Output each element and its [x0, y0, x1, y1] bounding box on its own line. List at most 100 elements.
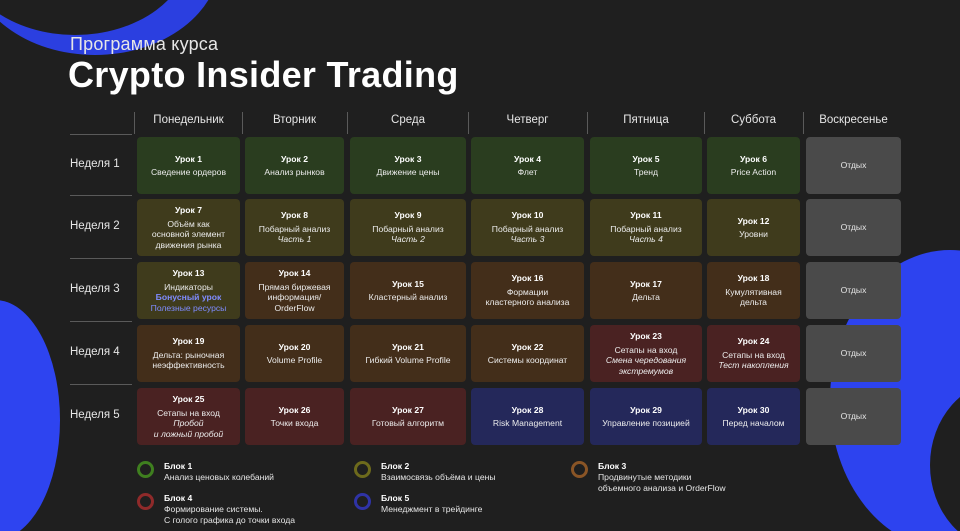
day-header: Пятница [623, 114, 669, 126]
lesson-cell: Урок 6 Price Action [707, 137, 800, 194]
column-divider [134, 112, 135, 134]
lesson-cell: Урок 4 Флет [471, 137, 584, 194]
lesson-topic: Сетапы на вход [722, 349, 785, 360]
legend-ring-icon [137, 493, 154, 510]
legend-item: Блок 3 Продвинутые методики объемного ана… [571, 461, 726, 494]
row-divider [70, 258, 132, 259]
lesson-topic: Кумулятивная дельта [725, 286, 782, 308]
lesson-cell: Урок 18 Кумулятивная дельта [707, 262, 800, 319]
page-subtitle: Программа курса [70, 34, 219, 54]
lesson-topic: Побарный анализ [491, 223, 564, 234]
lesson-topic: Анализ рынков [264, 167, 325, 177]
lesson-cell: Урок 27 Готовый алгоритм [350, 388, 466, 445]
lesson-topic: Отдых [840, 160, 867, 171]
legend-block-desc: Продвинутые методики объемного анализа и… [598, 472, 726, 493]
lesson-cell: Урок 16 Формации кластерного анализа [471, 262, 584, 319]
row-divider [70, 384, 132, 385]
lesson-topic: Отдых [840, 222, 867, 233]
column-divider [704, 112, 705, 134]
lesson-title: Урок 12 [737, 215, 770, 226]
lesson-cell: Урок 28 Risk Management [471, 388, 584, 445]
lesson-topic: Уровни [739, 229, 768, 239]
lesson-cell: Урок 30 Перед началом [707, 388, 800, 445]
lesson-title: Урок 9 [394, 210, 422, 221]
page-title: Crypto Insider Trading [68, 54, 459, 95]
legend-text: Блок 1 Анализ ценовых колебаний [164, 461, 274, 483]
lesson-title: Урок 5 [632, 153, 660, 164]
lesson-topic: Дельта [632, 292, 660, 302]
lesson-cell: Урок 29 Управление позицией [590, 388, 702, 445]
lesson-title: Урок 23 [630, 331, 662, 341]
column-divider [242, 112, 243, 134]
lesson-topic: Дельта: рыночная неэффективность [152, 349, 225, 371]
lesson-title: Урок 7 [175, 205, 202, 215]
lesson-title: Урок 3 [394, 153, 422, 164]
row-divider [70, 195, 132, 196]
legend-block-desc: Менеджмент в трейдинге [381, 504, 483, 514]
lesson-cell: Урок 5 Тренд [590, 137, 702, 194]
legend-item: Блок 1 Анализ ценовых колебаний [137, 461, 274, 483]
legend-block-name: Блок 2 [381, 461, 410, 471]
legend-ring-icon [571, 461, 588, 478]
lesson-topic: Формации кластерного анализа [485, 286, 570, 308]
rest-day-cell: Отдых [806, 199, 901, 256]
lesson-topic: Управление позицией [602, 418, 690, 428]
lesson-cell: Урок 20 Volume Profile [245, 325, 344, 382]
lesson-cell: Урок 23 Сетапы на вход Смена чередования э… [590, 325, 702, 382]
lesson-subtopic: Часть 2 [391, 234, 425, 245]
day-header: Вторник [272, 114, 317, 126]
legend-block-name: Блок 5 [381, 493, 410, 503]
lesson-cell: Урок 25 Сетапы на вход Пробой и ложный про… [137, 388, 240, 445]
lesson-cell: Урок 3 Движение цены [350, 137, 466, 194]
lesson-topic: Побарный анализ [610, 223, 682, 234]
column-divider [468, 112, 469, 134]
lesson-title: Урок 22 [511, 341, 544, 352]
lesson-topic: Объём как основной элемент движения рынк… [151, 218, 226, 250]
lesson-cell: Урок 17 Дельта [590, 262, 702, 319]
resources-label: Полезные ресурсы [150, 302, 227, 313]
lesson-topic: Гибкий Volume Profile [365, 355, 451, 365]
legend-block-name: Блок 3 [598, 461, 627, 471]
week-label: Неделя 5 [70, 409, 120, 421]
lesson-title: Урок 21 [392, 341, 424, 352]
legend-text: Блок 3 Продвинутые методики объемного ана… [598, 461, 726, 494]
legend-block-desc: Анализ ценовых колебаний [164, 472, 274, 482]
lesson-topic: Отдых [840, 411, 867, 422]
lesson-topic: Price Action [730, 167, 777, 177]
lesson-cell: Урок 9 Побарный анализ Часть 2 [350, 199, 466, 256]
week-label: Неделя 4 [70, 346, 120, 358]
lesson-topic: Сведение ордеров [150, 167, 227, 177]
day-header: Суббота [730, 114, 777, 126]
lesson-title: Урок 18 [737, 273, 770, 284]
legend-item: Блок 4 Формирование системы. С голого гра… [137, 493, 295, 526]
lesson-subtopic: Пробой и ложный пробой [153, 418, 224, 439]
lesson-title: Урок 16 [511, 273, 544, 284]
lesson-subtopic: Часть 1 [277, 234, 312, 245]
lesson-title: Урок 20 [278, 341, 311, 352]
day-header: Понедельник [153, 114, 224, 126]
lesson-topic: Движение цены [376, 167, 440, 177]
legend-block-name: Блок 4 [164, 493, 193, 503]
legend-item: Блок 2 Взаимосвязь объёма и цены [354, 461, 496, 483]
lesson-topic: Сетапы на вход [614, 344, 678, 355]
lesson-cell: Урок 13 Индикаторы Бонусный урок Полезные р… [137, 262, 240, 319]
legend-text: Блок 2 Взаимосвязь объёма и цены [381, 461, 496, 483]
lesson-title: Урок 1 [175, 153, 202, 164]
lesson-title: Урок 14 [278, 268, 311, 278]
lesson-topic: Побарный анализ [258, 223, 331, 234]
lesson-title: Урок 19 [172, 336, 205, 347]
week-label: Неделя 1 [70, 158, 120, 170]
day-header: Среда [391, 114, 425, 126]
lesson-cell: Урок 10 Побарный анализ Часть 3 [471, 199, 584, 256]
lesson-cell: Урок 19 Дельта: рыночная неэффективность [137, 325, 240, 382]
lesson-topic: Точки входа [270, 418, 319, 428]
lesson-title: Урок 27 [392, 404, 424, 415]
lesson-title: Урок 26 [278, 404, 311, 415]
lesson-title: Урок 17 [630, 278, 662, 289]
day-header: Четверг [506, 114, 549, 126]
lesson-topic: Флет [517, 167, 538, 177]
rest-day-cell: Отдых [806, 388, 901, 445]
lesson-title: Урок 13 [172, 268, 205, 278]
lesson-cell: Урок 7 Объём как основной элемент движени… [137, 199, 240, 256]
lesson-title: Урок 8 [281, 210, 308, 221]
